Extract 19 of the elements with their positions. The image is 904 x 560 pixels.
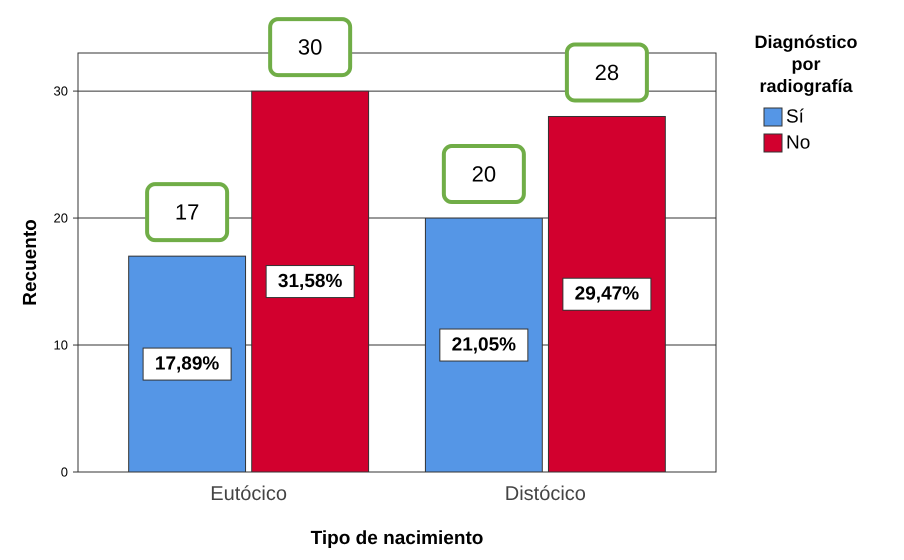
- x-tick-label: Distócico: [504, 483, 586, 505]
- y-tick-label: 0: [60, 464, 68, 480]
- legend-title: Diagnóstico por radiografía: [754, 32, 858, 96]
- y-tick-label: 30: [54, 84, 68, 99]
- x-axis-title: Tipo de nacimiento: [310, 528, 484, 549]
- legend-label: No: [786, 132, 810, 154]
- data-label: 30: [298, 34, 322, 60]
- data-label: 20: [472, 162, 496, 187]
- data-label: 17: [174, 200, 200, 225]
- legend-label: Sí: [786, 106, 805, 128]
- data-label: 28: [594, 60, 620, 85]
- x-tick-label: Eutócico: [210, 483, 287, 505]
- y-tick-label: 20: [54, 210, 68, 226]
- y-tick-label: 10: [54, 338, 68, 353]
- annotation: 17,89%: [154, 354, 220, 375]
- annotation: 29,47%: [574, 284, 640, 305]
- annotation: 21,05%: [452, 334, 516, 356]
- y-axis-title: Recuento: [20, 219, 41, 306]
- annotation: 31,58%: [278, 271, 342, 292]
